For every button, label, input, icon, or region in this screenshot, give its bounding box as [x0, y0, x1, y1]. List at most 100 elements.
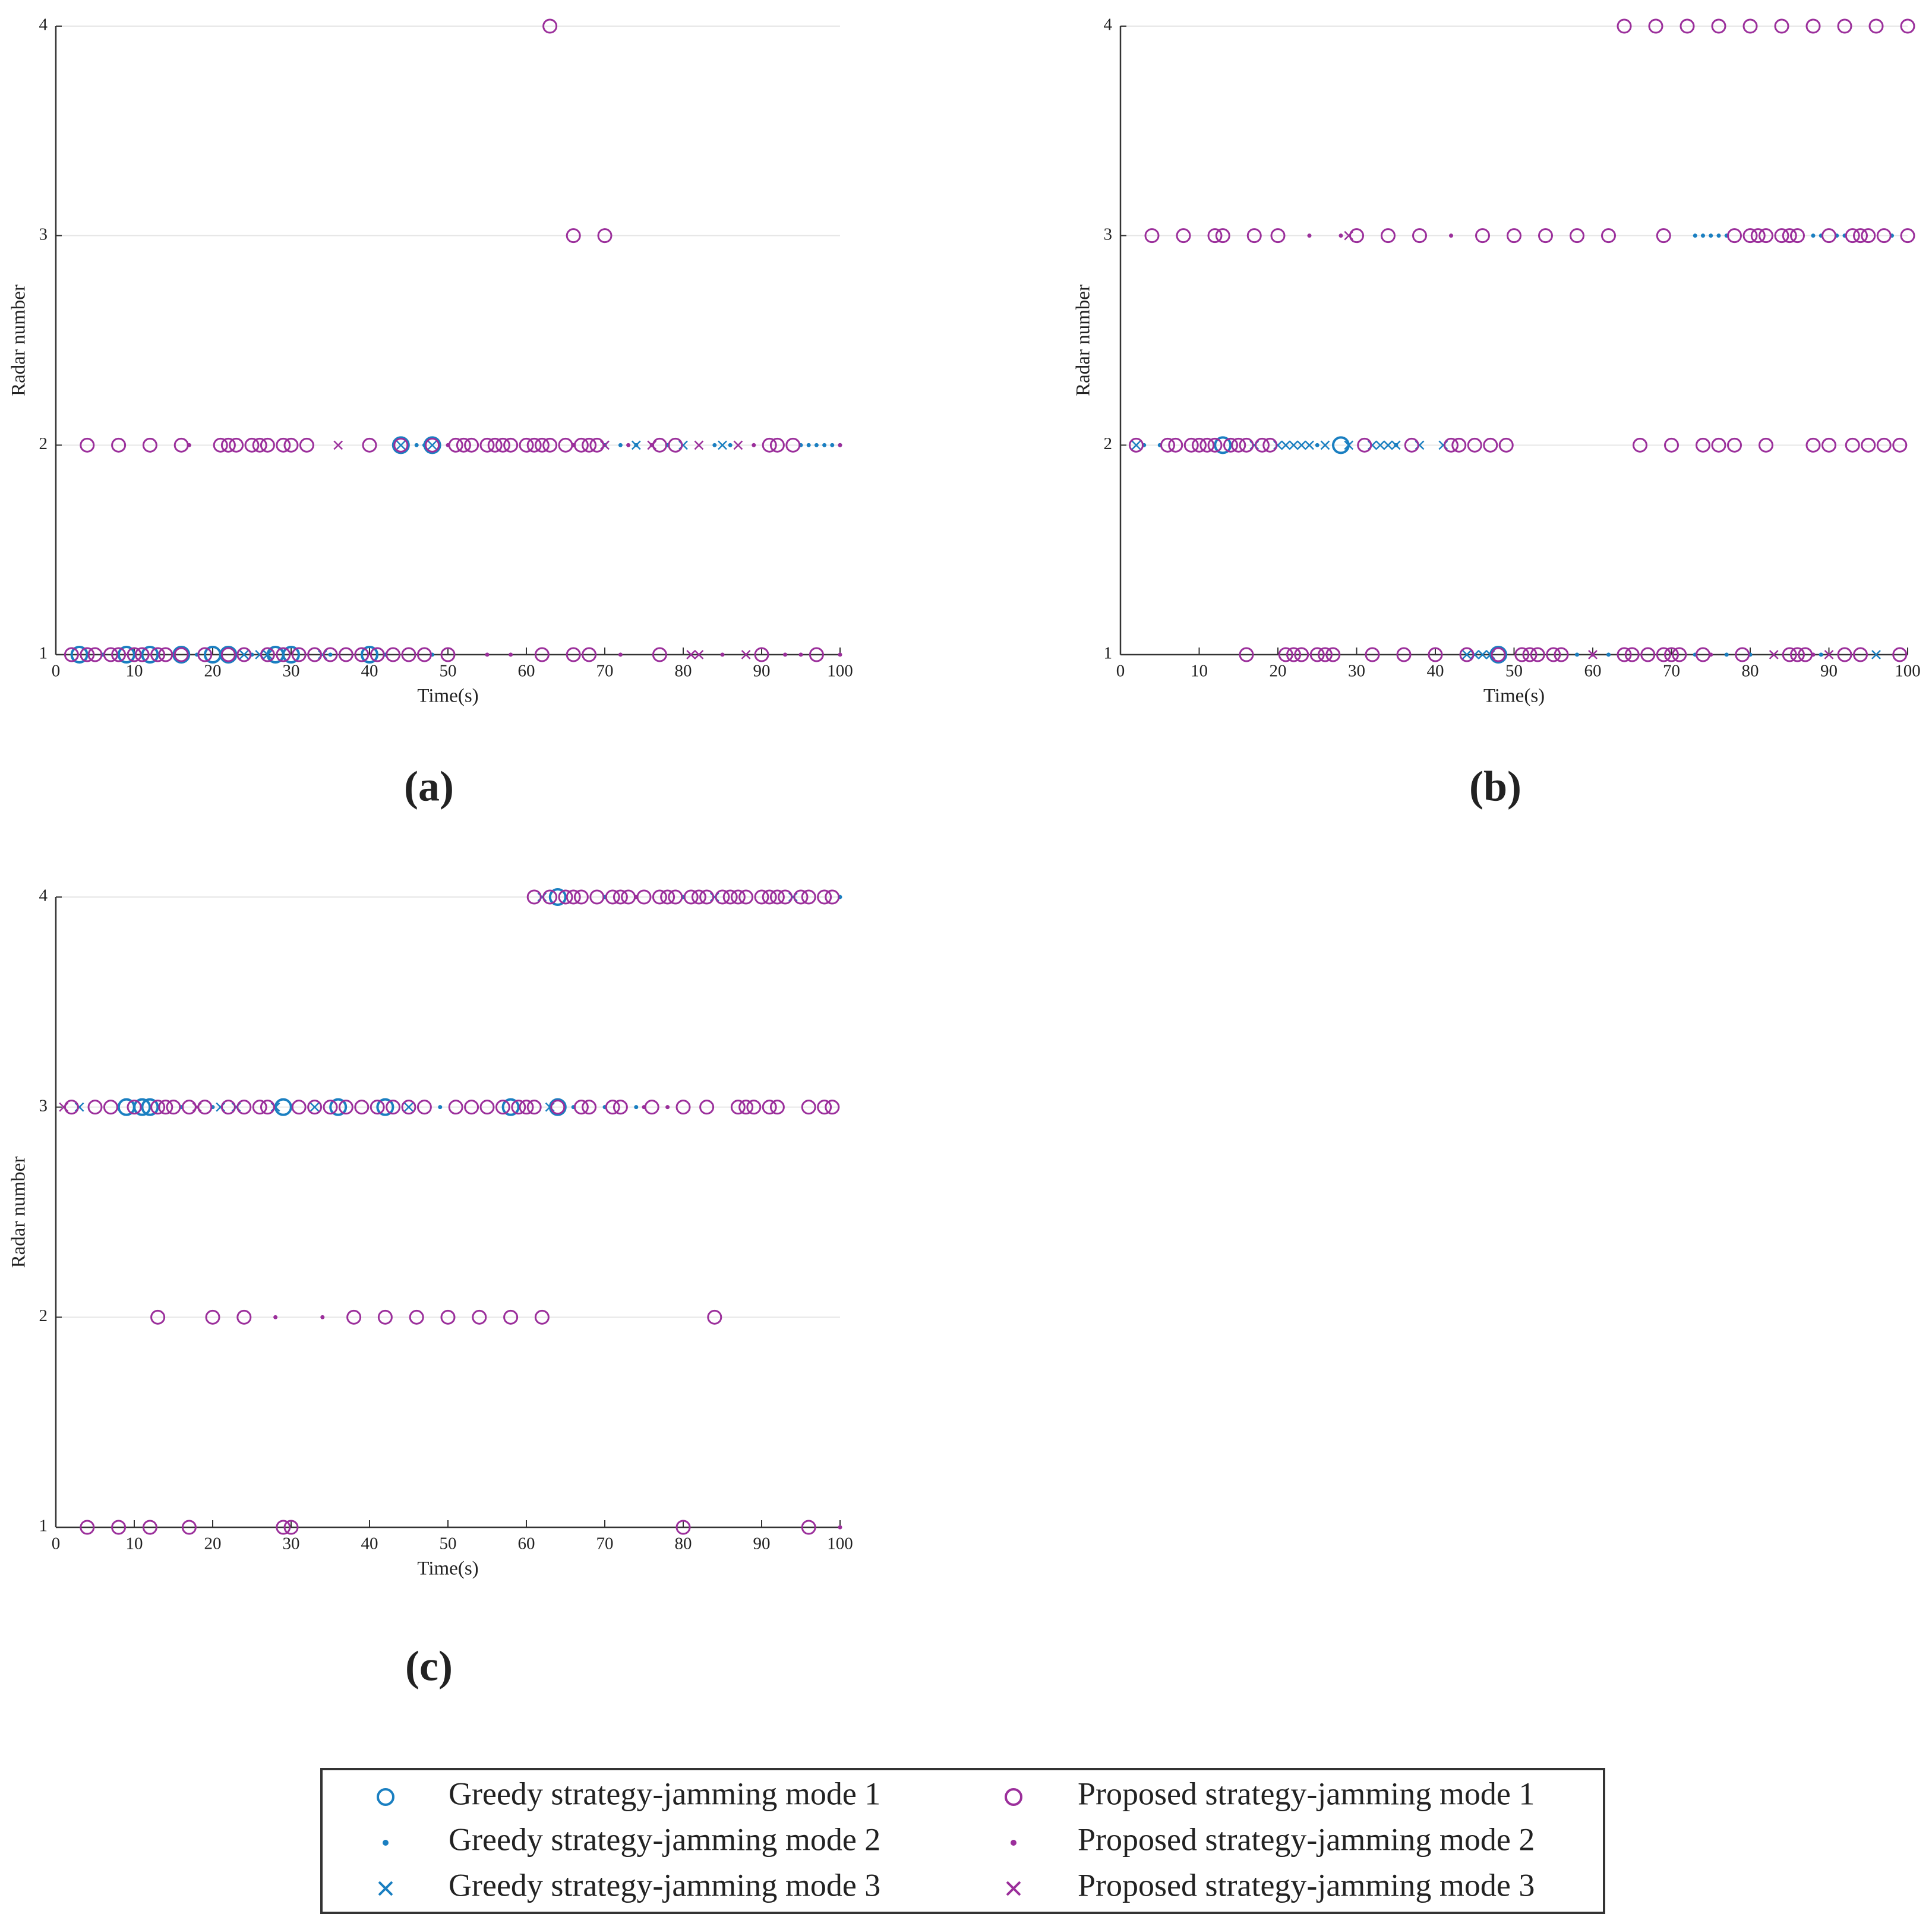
dot-marker: [1575, 652, 1579, 657]
circle-marker: [1318, 647, 1333, 662]
circle-marker: [1735, 647, 1750, 662]
circle-marker: [1459, 647, 1475, 662]
circle-marker: [613, 1100, 628, 1115]
circle-marker: [283, 437, 299, 453]
x-tick-label: 60: [518, 662, 535, 681]
circle-marker: [1522, 647, 1538, 662]
circle-marker: [542, 437, 558, 453]
circle-marker: [440, 1309, 456, 1325]
dot-marker: [1716, 233, 1721, 238]
circle-marker: [722, 889, 738, 905]
circle-marker: [801, 889, 816, 905]
legend-marker: [383, 1840, 389, 1846]
circle-marker: [236, 647, 252, 662]
circle-marker: [762, 1100, 777, 1115]
dot-marker: [187, 443, 191, 447]
x-tick-label: 100: [1895, 662, 1921, 681]
circle-marker: [1656, 647, 1671, 662]
dot-marker: [1338, 233, 1343, 238]
circle-marker: [229, 437, 244, 453]
circle-marker: [707, 1309, 722, 1325]
circle-marker: [652, 889, 667, 905]
circle-marker: [1617, 18, 1632, 34]
circle-marker: [730, 1100, 746, 1115]
legend-label: Greedy strategy-jamming mode 1: [449, 1776, 880, 1811]
circle-marker: [103, 1100, 118, 1115]
circle-marker: [1160, 437, 1175, 453]
circle-marker: [542, 18, 558, 34]
circle-marker: [1774, 18, 1789, 34]
circle-marker: [299, 437, 314, 453]
circle-marker: [519, 1100, 534, 1115]
circle-marker: [1199, 437, 1215, 453]
circle-marker: [1176, 228, 1191, 244]
circle-marker: [354, 1100, 370, 1115]
circle-marker: [715, 889, 730, 905]
legend-marker: [1011, 1840, 1016, 1846]
circle-marker: [133, 1098, 151, 1116]
circle-marker: [80, 1520, 95, 1535]
circle-marker: [683, 889, 699, 905]
x-tick-label: 40: [1427, 662, 1444, 681]
circle-marker: [166, 1100, 181, 1115]
circle-marker: [1805, 18, 1821, 34]
circle-marker: [1853, 228, 1868, 244]
dot-marker: [320, 1315, 325, 1319]
y-tick-label: 2: [39, 434, 48, 453]
y-tick-label: 2: [1104, 434, 1113, 453]
x-tick-label: 20: [204, 1534, 222, 1553]
circle-marker: [738, 1100, 754, 1115]
dot-marker: [798, 652, 803, 657]
circle-marker: [111, 437, 127, 453]
circle-marker: [323, 647, 338, 662]
circle-marker: [338, 647, 353, 662]
circle-marker: [801, 1100, 816, 1115]
x-tick-label: 70: [1663, 662, 1680, 681]
x-marker: [1462, 650, 1472, 659]
circle-marker: [448, 1100, 463, 1115]
y-tick-label: 1: [39, 1517, 48, 1536]
x-tick-label: 20: [1270, 662, 1287, 681]
circle-marker: [597, 228, 613, 244]
circle-marker: [158, 1100, 173, 1115]
circle-marker: [1507, 228, 1521, 244]
circle-marker: [362, 437, 377, 453]
x-marker: [427, 440, 437, 450]
circle-marker: [573, 889, 589, 905]
dot-marker: [571, 443, 576, 447]
x-marker: [263, 650, 273, 659]
circle-marker: [1278, 647, 1293, 662]
dot-marker: [1701, 233, 1705, 238]
circle-marker: [252, 437, 267, 453]
circle-marker: [1774, 228, 1789, 244]
y-tick-label: 2: [39, 1306, 48, 1325]
circle-marker: [1270, 228, 1286, 244]
dot-marker: [626, 443, 631, 447]
x-tick-label: 50: [440, 1534, 457, 1553]
dot-marker: [1724, 652, 1729, 657]
circle-marker: [1672, 647, 1687, 662]
circle-marker: [1837, 647, 1852, 662]
dot-marker: [1315, 443, 1319, 447]
circle-marker: [566, 647, 581, 662]
x-axis-label: Time(s): [417, 1558, 478, 1580]
circle-marker: [1664, 647, 1679, 662]
series: [239, 440, 727, 659]
circle-marker: [276, 437, 291, 453]
circle-marker: [1231, 437, 1246, 453]
legend-marker: [378, 1881, 393, 1896]
circle-marker: [1680, 18, 1695, 34]
circle-marker: [1821, 228, 1836, 244]
circle-marker: [582, 647, 597, 662]
dot-marker: [1693, 233, 1697, 238]
circle-marker: [1868, 18, 1884, 34]
circle-marker: [1648, 18, 1663, 34]
series: [179, 895, 842, 1110]
circle-marker: [236, 1100, 252, 1115]
circle-marker: [158, 647, 173, 662]
circle-marker: [142, 1520, 157, 1535]
circle-marker: [754, 889, 769, 905]
circle-marker: [534, 1309, 550, 1325]
circle-marker: [386, 647, 401, 662]
circle-marker: [1782, 228, 1797, 244]
